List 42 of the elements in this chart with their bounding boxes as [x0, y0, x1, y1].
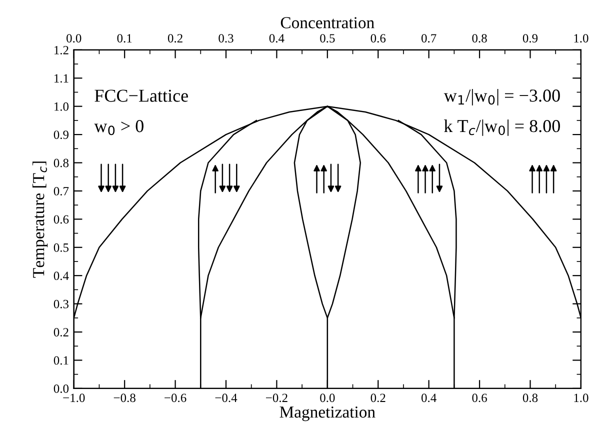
x2-tick-label: 0.2	[168, 34, 182, 43]
annotation: w$_{1}$/|w$_{0}$| = −3.00	[444, 88, 560, 106]
x-tick-label: 0.8	[522, 394, 538, 402]
x-tick-label: 0.0	[320, 394, 335, 402]
x-tick-label: 0.4	[421, 394, 436, 402]
x2-tick-label: 0.4	[269, 34, 284, 43]
y-tick-label: 1.1	[54, 74, 68, 83]
y-tick-label: 0.2	[54, 328, 68, 337]
x2-tick-label: 0.8	[472, 34, 487, 43]
y-tick-label: 1.2	[54, 46, 68, 54]
x2-tick-label: 0.7	[421, 34, 436, 43]
x-tick-label: −1.0	[63, 394, 85, 402]
annotation: FCC−Lattice	[94, 90, 188, 102]
y-tick-label: 0.3	[54, 300, 69, 308]
x-tick-label: −0.4	[215, 394, 238, 402]
x2-tick-label: 0.6	[370, 34, 386, 43]
x2-tick-label: 1.0	[574, 34, 588, 43]
x2-tick-label: 0.3	[218, 34, 234, 43]
x2-tick-label: 0.5	[320, 34, 335, 43]
x-tick-label: −0.8	[114, 394, 136, 402]
x-axis-title: Magnetization	[280, 406, 376, 422]
annotation: k T$_{c}$/|w$_{0}$| = 8.00	[444, 119, 560, 136]
y-tick-label: 0.8	[54, 158, 69, 168]
x2-tick-label: 0.0	[66, 34, 82, 43]
y-tick-label: 0.9	[54, 130, 68, 140]
x-tick-label: 0.6	[472, 394, 487, 402]
y-tick-label: 0.5	[54, 243, 69, 252]
y-tick-label: 0.7	[54, 186, 69, 196]
x-tick-label: −0.2	[266, 394, 288, 402]
x-tick-label: 0.2	[370, 394, 386, 402]
x2-tick-label: 0.9	[522, 34, 538, 43]
x2-tick-label: 0.1	[117, 34, 132, 43]
y-tick-label: 0.1	[54, 356, 68, 365]
y-tick-label: 0.0	[54, 384, 69, 393]
y-tick-label: 0.4	[54, 272, 69, 280]
x2-axis-title: Concentration	[280, 17, 374, 28]
x-tick-label: −0.6	[164, 394, 186, 402]
annotation: w$_{0}$ > 0	[94, 120, 144, 136]
y-tick-label: 1.0	[54, 102, 69, 111]
y-tick-label: 0.6	[54, 215, 69, 224]
x-tick-label: 1.0	[574, 394, 588, 402]
y-axis-title: Temperature [T$_{c}$]	[32, 162, 48, 278]
